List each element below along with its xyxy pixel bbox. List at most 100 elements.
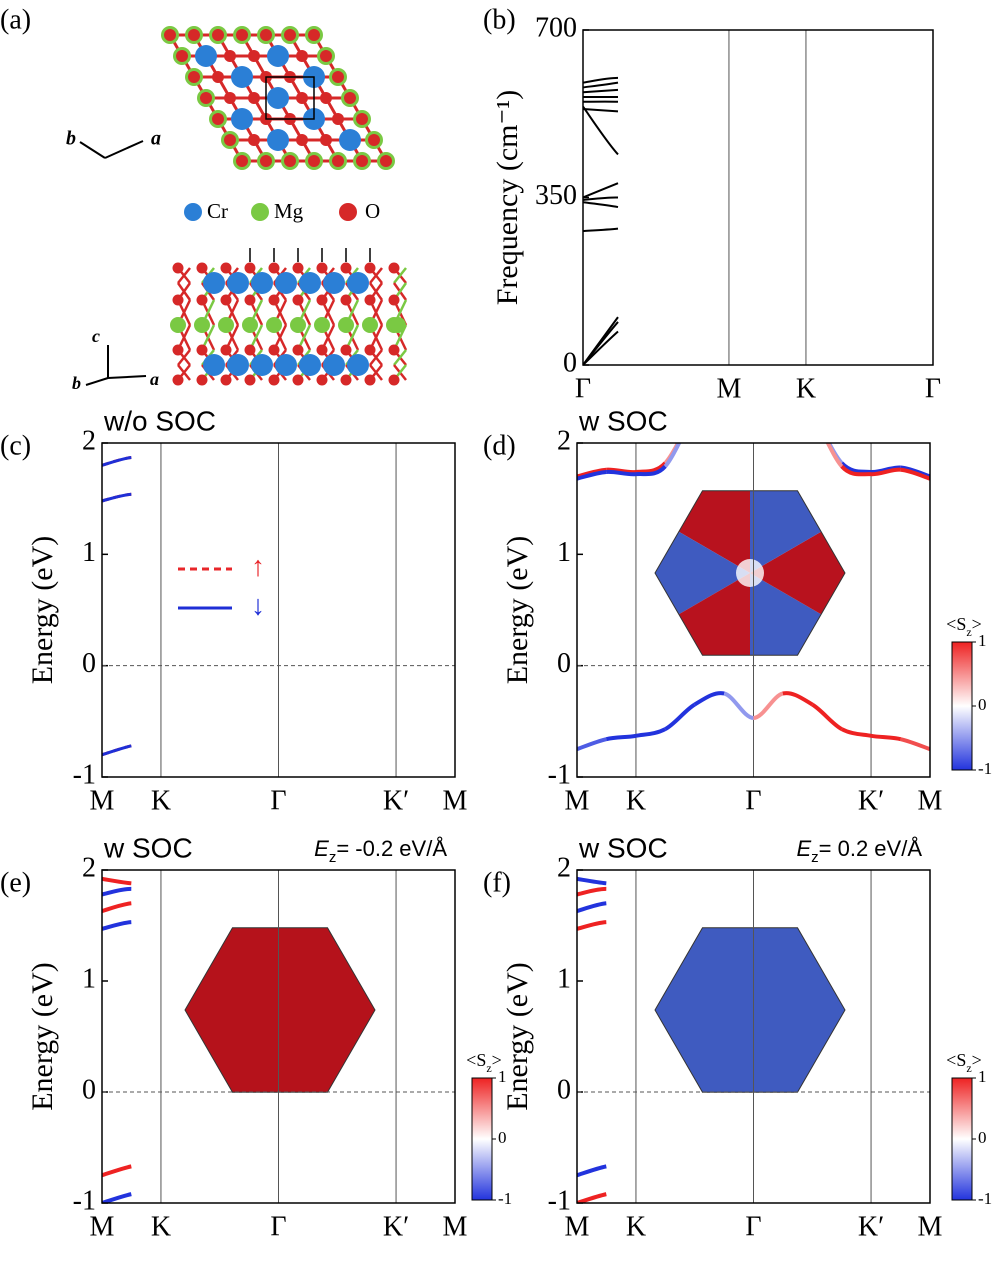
atom-o bbox=[308, 29, 320, 41]
band-segment bbox=[635, 727, 667, 738]
atom-o bbox=[188, 29, 200, 41]
atom-o bbox=[340, 374, 352, 386]
atom-o bbox=[292, 374, 304, 386]
legend-label: O bbox=[365, 199, 380, 223]
colorbar-label-part: > bbox=[972, 1050, 982, 1070]
band-segment bbox=[577, 467, 607, 479]
legend-o bbox=[339, 203, 357, 221]
atom-mg bbox=[290, 317, 306, 333]
x-tick-label: M bbox=[716, 373, 741, 404]
atom-o bbox=[236, 29, 248, 41]
bands bbox=[102, 876, 132, 1203]
x-tick-label: M bbox=[918, 785, 943, 816]
y-tick-label: 0 bbox=[82, 648, 96, 679]
y-tick-label: 1 bbox=[82, 963, 96, 994]
x-tick-label: K′ bbox=[383, 1211, 409, 1242]
band-segment bbox=[635, 464, 667, 477]
atom-cr bbox=[203, 272, 225, 294]
y-tick-label: 700 bbox=[535, 12, 577, 43]
band-line bbox=[577, 1192, 607, 1203]
y-tick-label: -1 bbox=[548, 1185, 571, 1216]
colorbar-tick-label: 1 bbox=[498, 1067, 507, 1086]
atom-o bbox=[196, 294, 208, 306]
x-tick-label: M bbox=[90, 1211, 115, 1242]
band-segment bbox=[693, 691, 725, 707]
atom-cr bbox=[323, 272, 345, 294]
band-segment bbox=[870, 465, 901, 474]
panel-title: w/o SOC bbox=[103, 405, 216, 436]
band-line bbox=[102, 492, 132, 503]
band-line bbox=[102, 744, 132, 757]
atom-o bbox=[316, 374, 328, 386]
colorbar bbox=[471, 1077, 493, 1201]
y-tick-label: 2 bbox=[82, 425, 96, 456]
atom-o bbox=[196, 344, 208, 356]
band-segment bbox=[606, 467, 637, 475]
atom-o bbox=[268, 374, 280, 386]
colorbar-tick-label: 0 bbox=[978, 1128, 987, 1147]
atom-cr bbox=[347, 272, 369, 294]
atom-o bbox=[244, 294, 256, 306]
bands bbox=[102, 455, 132, 757]
atom-cr bbox=[275, 272, 297, 294]
atom-o bbox=[364, 344, 376, 356]
bond bbox=[369, 349, 383, 366]
atom-o bbox=[332, 71, 344, 83]
y-tick-label: 0 bbox=[82, 1074, 96, 1105]
x-tick-label: M bbox=[565, 785, 590, 816]
atom-o bbox=[220, 294, 232, 306]
band-segment bbox=[826, 443, 844, 465]
axis-b: b bbox=[66, 128, 76, 150]
band-line bbox=[577, 876, 607, 886]
axis-a: a bbox=[151, 128, 161, 150]
atom-o bbox=[344, 92, 356, 104]
plot-frame bbox=[582, 29, 934, 366]
x-tick-label: Γ bbox=[745, 1211, 761, 1242]
band-line bbox=[577, 1164, 607, 1178]
atom-o bbox=[248, 134, 260, 146]
atom-o bbox=[316, 294, 328, 306]
y-axis-label: Energy (eV) bbox=[501, 536, 534, 685]
atom-mg bbox=[218, 317, 234, 333]
atom-o bbox=[316, 344, 328, 356]
legend-mg bbox=[251, 203, 269, 221]
atom-o bbox=[340, 294, 352, 306]
atom-o bbox=[172, 294, 184, 306]
band-segment bbox=[577, 469, 607, 481]
atom-cr bbox=[203, 354, 225, 376]
colorbar-tick-label: -1 bbox=[978, 759, 992, 778]
atom-o bbox=[340, 262, 352, 274]
annotation: Ez= 0.2 eV/Å bbox=[796, 836, 922, 867]
band-segment bbox=[811, 702, 843, 731]
colorbar-label-part: > bbox=[492, 1050, 502, 1070]
lattice-top-view bbox=[161, 26, 395, 170]
y-axis-label: Energy (eV) bbox=[26, 536, 59, 685]
axis-a: a bbox=[150, 369, 159, 389]
atom-mg bbox=[242, 317, 258, 333]
y-tick-label: 1 bbox=[82, 537, 96, 568]
colorbar-label-part: <S bbox=[466, 1050, 486, 1070]
chart: (b) Frequency (cm⁻¹) 0 350 700 Γ M K Γ bbox=[483, 4, 941, 404]
colorbar-label-part: z bbox=[966, 625, 971, 639]
atom-o bbox=[292, 294, 304, 306]
inset-d bbox=[654, 490, 846, 656]
band-segment bbox=[723, 691, 754, 720]
band-line bbox=[583, 196, 619, 201]
plot-frame bbox=[576, 442, 931, 778]
band-line bbox=[102, 1164, 132, 1178]
bond bbox=[177, 349, 191, 366]
y-tick-label: 1 bbox=[557, 537, 571, 568]
band-line bbox=[583, 182, 619, 199]
atom-o bbox=[212, 29, 224, 41]
band-line bbox=[577, 886, 607, 897]
band-line bbox=[102, 455, 132, 467]
atom-o bbox=[388, 262, 400, 274]
colorbar bbox=[951, 641, 973, 771]
panel-label: (a) bbox=[0, 4, 31, 35]
chart: (c) w/o SOC Energy (eV) -1 0 1 2 M K Γ K′ M ↑ ↓ bbox=[0, 405, 468, 816]
atom-cr bbox=[267, 87, 289, 109]
atom-cr bbox=[231, 108, 253, 130]
atom-o bbox=[320, 50, 332, 62]
x-tick-label: Γ bbox=[745, 785, 761, 816]
colorbar-label: <Sz> bbox=[946, 614, 982, 639]
